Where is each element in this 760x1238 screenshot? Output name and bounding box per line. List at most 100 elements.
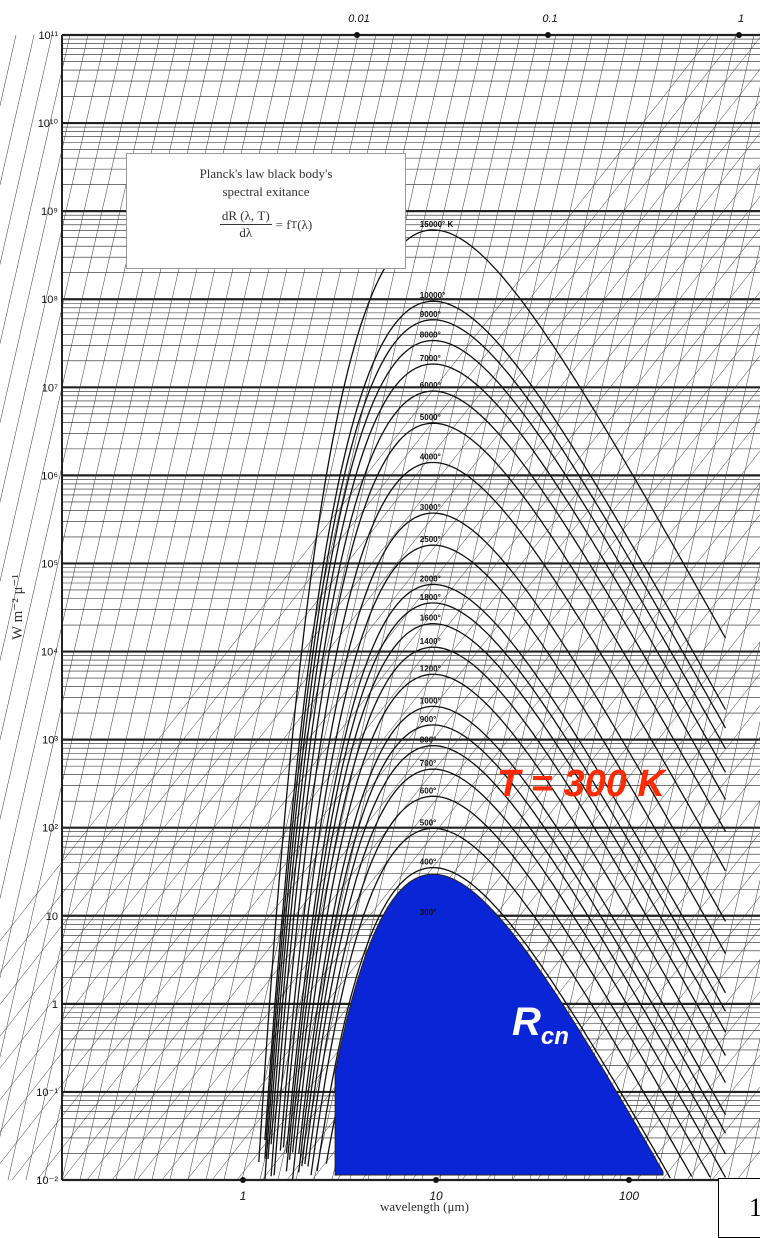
diagonal-line (61, 291, 760, 1181)
top-tick-label: 1 (738, 13, 744, 25)
diagonal-line (511, 86, 760, 1181)
formula-rhs: = f (275, 216, 291, 232)
diagonal-line (673, 800, 760, 1181)
formula-box: Planck's law black body's spectral exita… (126, 153, 406, 269)
curve-800k (301, 744, 727, 1167)
temperature-labels: 15000° K 10000° 9000° 8000° 7000° 6000° 5000° 4… (420, 220, 454, 917)
y-tick-label: 10³ (42, 735, 58, 747)
y-tick-label: 10 (46, 911, 58, 923)
curve-7000k (267, 363, 727, 1160)
curve-8000k (264, 339, 727, 1180)
formula-fraction: dR (λ, T) dλ (219, 208, 272, 241)
diagonal-line (711, 1118, 760, 1181)
temp-label-4000: 4000° (420, 452, 441, 461)
top-tick-label: 0.1 (542, 13, 557, 25)
diagonal-line (586, 959, 760, 1181)
temp-label-7000: 7000° (420, 354, 441, 363)
diagonal-line (205, 34, 467, 1181)
diagonal-line (611, 991, 760, 1181)
curve-9000k (264, 319, 727, 1159)
temp-label-400: 400° (420, 858, 437, 867)
temperature-highlight-label: T = 300 K (497, 763, 665, 805)
temp-label-300: 300° (420, 908, 437, 917)
diagonal-line (511, 864, 760, 1181)
diagonal-line (0, 34, 738, 974)
curve-15000k (258, 229, 727, 1163)
area-label-main: R (512, 1000, 541, 1044)
temp-label-2500: 2500° (420, 535, 441, 544)
x-axis-label: wavelength (μm) (380, 1199, 469, 1214)
diagonal-line (0, 34, 89, 424)
diagonal-line (0, 34, 143, 662)
x-tick-label: 1 (240, 1189, 247, 1203)
temp-label-900: 900° (420, 715, 437, 724)
diagonal-line (529, 165, 760, 1181)
diagonal-line (186, 450, 760, 1181)
curve-900k (298, 724, 727, 1173)
diagonal-line (0, 34, 161, 741)
area-label: Rcn (512, 1000, 569, 1051)
diagonal-line (86, 323, 760, 1181)
diagonal-line (691, 879, 760, 1181)
diagonal-line (223, 34, 485, 1181)
curve-4000k (273, 461, 727, 1176)
diagonal-line (736, 1150, 760, 1181)
axis-ticks: 10¹¹ 10¹⁰ 10⁹ 10⁸ 10⁷ 10⁶ 10⁵ 10⁴ 10³ 10² 10 1 10⁻¹ 1… (36, 13, 744, 1203)
y-tick-label: 10⁻¹ (36, 1087, 58, 1099)
diagonal-line (0, 164, 760, 1133)
temp-label-9000: 9000° (420, 310, 441, 319)
diagonal-line (0, 37, 760, 1005)
infobox-line1: Planck's law black body's (199, 166, 333, 181)
temp-label-1600: 1600° (420, 614, 441, 623)
diagonal-line (0, 34, 53, 266)
diagonal-line (11, 227, 760, 1181)
x-tick-label: 100 (619, 1189, 639, 1203)
y-tick-label: 1 (52, 999, 58, 1011)
curve-5000k (270, 422, 727, 1177)
temp-label-600: 600° (420, 786, 437, 795)
x-tick-dot (626, 1177, 632, 1183)
diagonal-line (0, 68, 760, 1037)
temp-label-1000: 1000° (420, 696, 441, 705)
y-tick-label: 10⁵ (41, 558, 58, 570)
top-tick-dot (545, 32, 551, 38)
temp-label-2000: 2000° (420, 574, 441, 583)
y-tick-label: 10² (42, 823, 58, 835)
y-tick-label: 10⁴ (41, 647, 58, 659)
y-tick-label: 10⁶ (41, 470, 58, 482)
curve-500k (310, 827, 693, 1177)
temp-label-3000: 3000° (420, 503, 441, 512)
diagonal-line (561, 927, 760, 1181)
top-tick-dot (736, 32, 742, 38)
formula-numerator: dR (λ, T) (219, 208, 272, 225)
curve-1200k (291, 673, 727, 1180)
top-tick-dot (354, 32, 360, 38)
formula-rhs-sub: T (290, 218, 298, 231)
formula-rhs-arg: (λ) (297, 216, 313, 232)
diagonal-line (0, 196, 760, 1164)
diagonal-line (36, 259, 760, 1181)
diagonal-line (277, 34, 539, 1181)
diagonal-line (745, 1117, 760, 1181)
curve-700k (304, 768, 727, 1178)
temp-label-15000: 15000° K (420, 220, 454, 229)
diagonal-line (601, 483, 760, 1181)
curve-1600k (288, 623, 727, 1160)
diagonal-line (295, 34, 557, 1181)
y-tick-label: 10⁸ (41, 294, 58, 306)
y-tick-label: 10¹¹ (38, 30, 58, 42)
curve-2000k (285, 583, 727, 1153)
y-tick-label: 10¹⁰ (38, 118, 59, 130)
diagonal-line (0, 34, 71, 345)
curve-400k (316, 866, 671, 1179)
diagonal-line (0, 34, 713, 942)
curve-1400k (291, 646, 727, 1153)
curve-1800k (285, 602, 727, 1172)
curve-3000k (279, 512, 727, 1151)
x-tick-label: 10 (429, 1189, 443, 1203)
diagonal-line (241, 34, 503, 1181)
diagonal-line (619, 562, 760, 1181)
infobox-line2: spectral exitance (222, 184, 310, 199)
